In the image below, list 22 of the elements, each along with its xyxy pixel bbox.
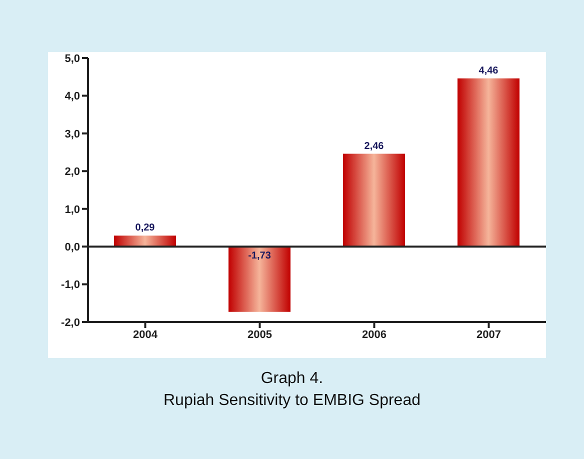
bar [114, 236, 176, 247]
bar [343, 154, 405, 247]
data-label: 4,46 [478, 65, 499, 76]
y-tick-label: 2,0 [64, 166, 80, 178]
data-label: 2,46 [364, 140, 384, 152]
y-tick-label: -1,0 [61, 279, 80, 292]
y-tick-label: 5,0 [64, 52, 80, 65]
data-label: 0,29 [135, 222, 156, 234]
text: Graph 4. [260, 369, 324, 389]
x-tick-label: 2006 [362, 328, 386, 341]
text: Rupiah Sensitivity to EMBIG Spread [162, 391, 422, 411]
y-tick-label: 1,0 [64, 204, 80, 216]
y-tick-label: 3,0 [64, 128, 80, 140]
y-tick-label: -2,0 [61, 316, 80, 329]
data-label: -1,73 [248, 250, 272, 262]
x-tick-label: 2004 [133, 328, 158, 341]
y-tick-label: 0,0 [64, 241, 80, 254]
x-tick-label: 2005 [248, 328, 272, 341]
bar [228, 246, 290, 312]
x-tick-label: 2007 [476, 328, 501, 341]
bar [458, 78, 520, 247]
y-tick-label: 4,0 [64, 90, 80, 103]
